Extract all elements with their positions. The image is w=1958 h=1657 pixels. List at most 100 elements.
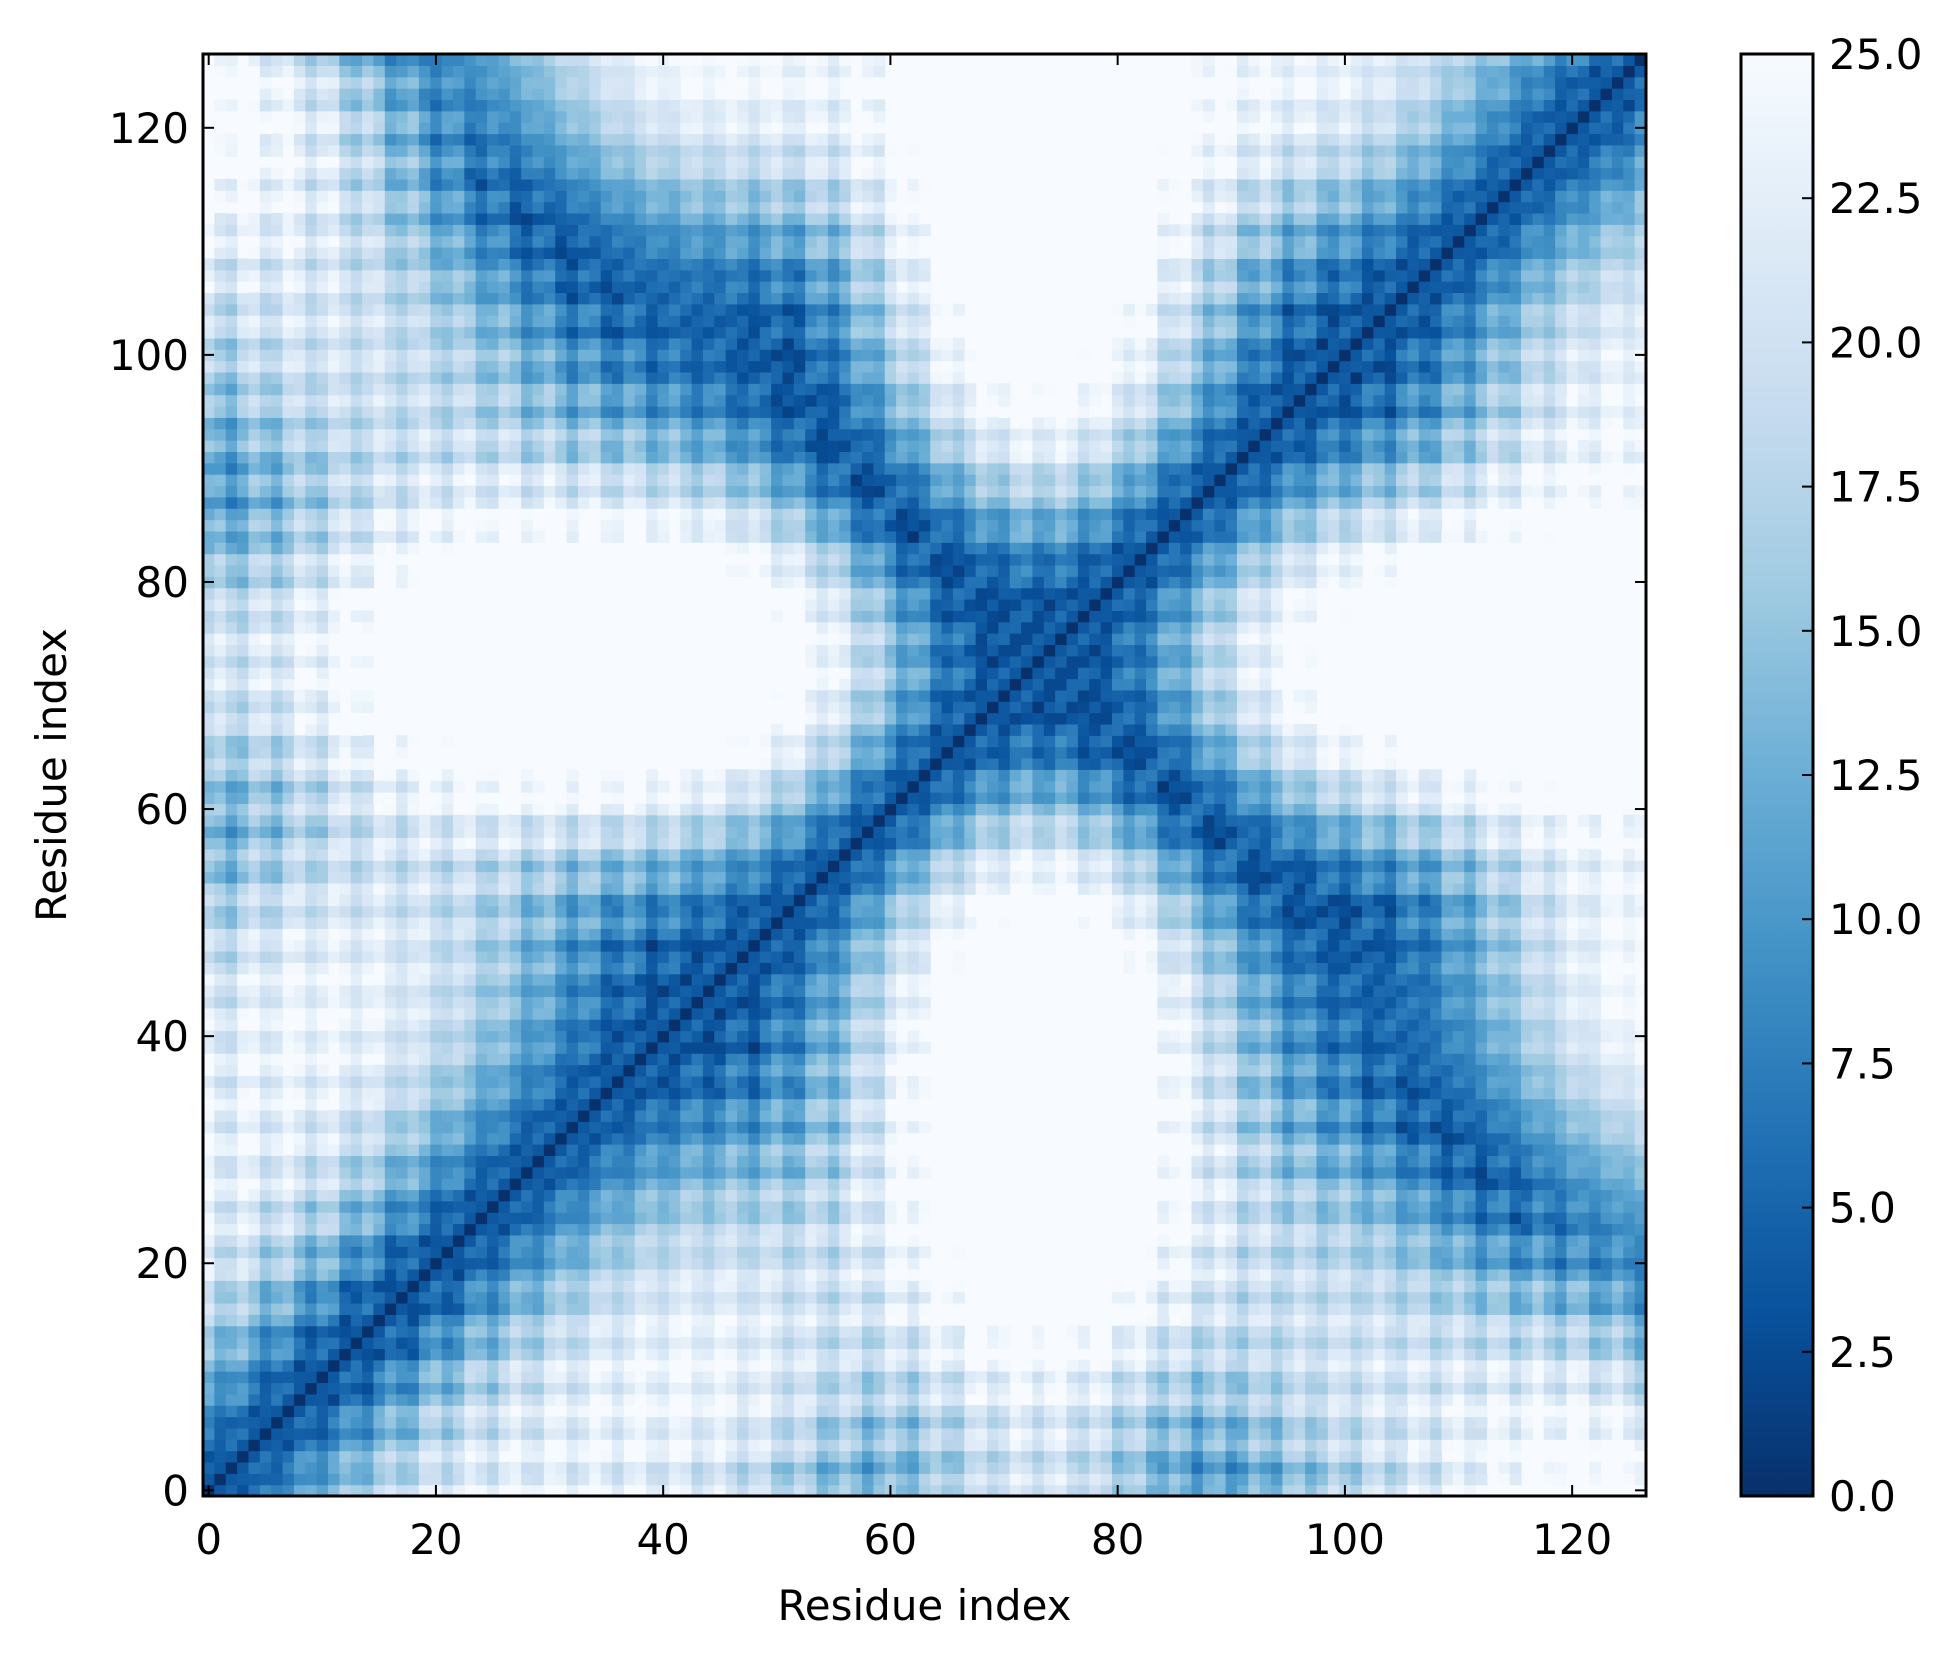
heatmap-cell (646, 1121, 659, 1134)
heatmap-cell (577, 1053, 590, 1066)
heatmap-cell (1509, 962, 1522, 975)
heatmap-cell (850, 985, 863, 998)
heatmap-cell (941, 1382, 954, 1395)
heatmap-cell (1498, 1280, 1511, 1293)
heatmap-cell (998, 1439, 1011, 1452)
heatmap-cell (793, 1371, 806, 1384)
heatmap-cell (1350, 1257, 1363, 1270)
heatmap-cell (373, 1246, 386, 1259)
heatmap-cell (452, 1280, 465, 1293)
heatmap-cell (464, 1268, 477, 1281)
heatmap-cell (271, 996, 284, 1009)
heatmap-cell (396, 1212, 409, 1225)
heatmap-cell (862, 1223, 874, 1236)
heatmap-cell (884, 1427, 897, 1440)
heatmap-cell (1407, 1382, 1420, 1395)
heatmap-cell (487, 1348, 500, 1361)
heatmap-cell (873, 1337, 886, 1349)
heatmap-cell (532, 1132, 545, 1145)
heatmap-cell (452, 1234, 465, 1247)
heatmap-cell (600, 1427, 613, 1440)
heatmap-cell (1293, 1268, 1306, 1281)
heatmap-cell (237, 1166, 250, 1179)
heatmap-cell (1350, 1302, 1363, 1315)
heatmap-cell (862, 1291, 874, 1304)
heatmap-cell (475, 1291, 488, 1304)
heatmap-cell (748, 1041, 761, 1054)
heatmap-cell (1418, 1314, 1431, 1327)
heatmap-cell (896, 1166, 909, 1179)
heatmap-cell (1543, 1030, 1556, 1043)
heatmap-cell (748, 1291, 761, 1304)
heatmap-cell (566, 1166, 579, 1179)
heatmap-cell (1225, 1484, 1238, 1497)
heatmap-cell (1225, 1234, 1238, 1247)
heatmap-cell (873, 1439, 886, 1452)
heatmap-cell (1157, 1405, 1170, 1418)
heatmap-cell (1589, 1314, 1602, 1327)
heatmap-cell (543, 1382, 556, 1395)
heatmap-cell (680, 1121, 693, 1134)
heatmap-cell (418, 1132, 431, 1145)
heatmap-cell (1339, 1257, 1352, 1270)
heatmap-cell (714, 1325, 727, 1338)
heatmap-cell (646, 1132, 659, 1145)
heatmap-cell (464, 1371, 477, 1384)
heatmap-cell (543, 1302, 556, 1315)
heatmap-cell (1464, 1427, 1477, 1440)
heatmap-cell (1293, 1450, 1306, 1463)
heatmap-cell (1293, 973, 1306, 986)
heatmap-cell (589, 985, 602, 998)
heatmap-cell (1589, 1302, 1602, 1315)
heatmap-cell (1611, 1178, 1624, 1191)
heatmap-cell (896, 1473, 909, 1486)
heatmap-cell (884, 1212, 897, 1225)
heatmap-cell (612, 1121, 624, 1134)
heatmap-cell (1214, 1393, 1227, 1406)
heatmap-cell (1225, 1075, 1238, 1088)
heatmap-cell (941, 1359, 954, 1372)
heatmap-cell (339, 1019, 352, 1032)
heatmap-cell (487, 1053, 500, 1066)
heatmap-cell (418, 1473, 431, 1486)
heatmap-cell (646, 1200, 659, 1213)
heatmap-cell (1577, 1314, 1590, 1327)
heatmap-cell (986, 1484, 999, 1497)
heatmap-cell (748, 1371, 761, 1384)
heatmap-cell (1361, 1439, 1374, 1452)
heatmap-cell (1509, 1087, 1522, 1100)
heatmap-cell (907, 1382, 920, 1395)
heatmap-cell (487, 1223, 500, 1236)
heatmap-cell (1339, 1007, 1352, 1020)
heatmap-cell (1214, 1121, 1227, 1134)
heatmap-cell (850, 1257, 863, 1270)
heatmap-cell (259, 1121, 272, 1134)
heatmap-cell (612, 1257, 624, 1270)
heatmap-cell (691, 1064, 704, 1077)
heatmap-cell (1225, 1166, 1238, 1179)
heatmap-cell (884, 1166, 897, 1179)
heatmap-cell (1407, 1064, 1420, 1077)
heatmap-cell (1441, 1053, 1454, 1066)
heatmap-cell (1577, 1166, 1590, 1179)
heatmap-cell (737, 1427, 749, 1440)
heatmap-cell (1452, 1212, 1465, 1225)
heatmap-cell (305, 1053, 318, 1066)
heatmap-cell (350, 1223, 363, 1236)
heatmap-cell (1339, 1030, 1352, 1043)
heatmap-cell (305, 1200, 318, 1213)
heatmap-cell (1373, 1155, 1386, 1168)
heatmap-cell (577, 1268, 590, 1281)
heatmap-cell (1475, 1189, 1488, 1202)
heatmap-cell (748, 1178, 761, 1191)
heatmap-cell (612, 1325, 624, 1338)
heatmap-cell (237, 1155, 250, 1168)
heatmap-cell (930, 1393, 943, 1406)
heatmap-cell (600, 1007, 613, 1020)
heatmap-cell (407, 1019, 420, 1032)
heatmap-cell (623, 1427, 636, 1440)
heatmap-cell (521, 1087, 534, 1100)
heatmap-cell (521, 1053, 534, 1066)
heatmap-cell (1589, 1200, 1602, 1213)
heatmap-cell (589, 996, 602, 1009)
